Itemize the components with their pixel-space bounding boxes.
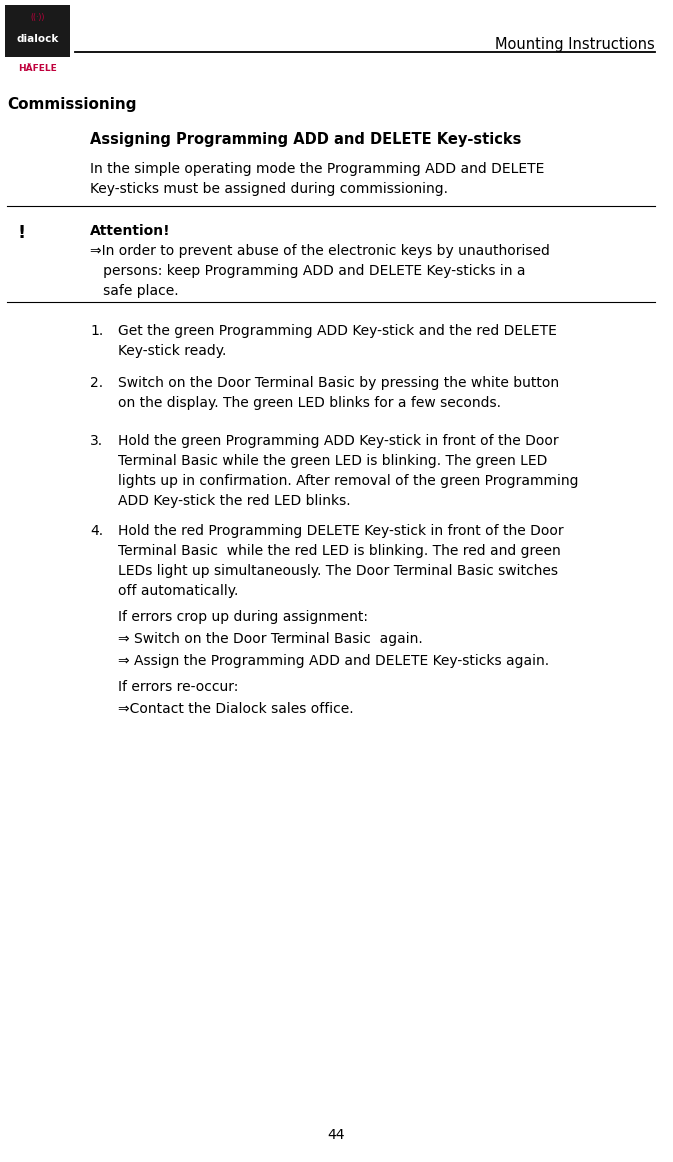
Text: Commissioning: Commissioning xyxy=(7,96,137,112)
Text: If errors crop up during assignment:: If errors crop up during assignment: xyxy=(118,610,368,624)
Text: ⇒In order to prevent abuse of the electronic keys by unauthorised
   persons: ke: ⇒In order to prevent abuse of the electr… xyxy=(90,244,550,299)
Text: Mounting Instructions: Mounting Instructions xyxy=(495,37,655,52)
Text: ⇒Contact the Dialock sales office.: ⇒Contact the Dialock sales office. xyxy=(118,702,353,716)
Text: 4.: 4. xyxy=(90,524,103,538)
Text: !: ! xyxy=(18,224,26,242)
Text: ((·)): ((·)) xyxy=(30,14,44,22)
Text: ⇒ Assign the Programming ADD and DELETE Key-sticks again.: ⇒ Assign the Programming ADD and DELETE … xyxy=(118,654,549,668)
Text: 1.: 1. xyxy=(90,324,103,338)
Text: 2.: 2. xyxy=(90,376,103,390)
Text: 3.: 3. xyxy=(90,433,103,449)
FancyBboxPatch shape xyxy=(5,5,70,57)
Text: Get the green Programming ADD Key-stick and the red DELETE
Key-stick ready.: Get the green Programming ADD Key-stick … xyxy=(118,324,557,358)
Text: In the simple operating mode the Programming ADD and DELETE
Key-sticks must be a: In the simple operating mode the Program… xyxy=(90,162,544,196)
Text: HÄFELE: HÄFELE xyxy=(18,64,57,73)
Text: ⇒ Switch on the Door Terminal Basic  again.: ⇒ Switch on the Door Terminal Basic agai… xyxy=(118,632,423,646)
Text: 44: 44 xyxy=(328,1128,345,1142)
Text: Hold the red Programming DELETE Key-stick in front of the Door
Terminal Basic  w: Hold the red Programming DELETE Key-stic… xyxy=(118,524,563,598)
Text: Assigning Programming ADD and DELETE Key-sticks: Assigning Programming ADD and DELETE Key… xyxy=(90,132,522,148)
Text: Hold the green Programming ADD Key-stick in front of the Door
Terminal Basic whi: Hold the green Programming ADD Key-stick… xyxy=(118,433,579,508)
Text: dialock: dialock xyxy=(16,34,59,44)
Text: If errors re-occur:: If errors re-occur: xyxy=(118,680,238,694)
Text: Attention!: Attention! xyxy=(90,224,171,238)
Text: Switch on the Door Terminal Basic by pressing the white button
on the display. T: Switch on the Door Terminal Basic by pre… xyxy=(118,376,559,410)
